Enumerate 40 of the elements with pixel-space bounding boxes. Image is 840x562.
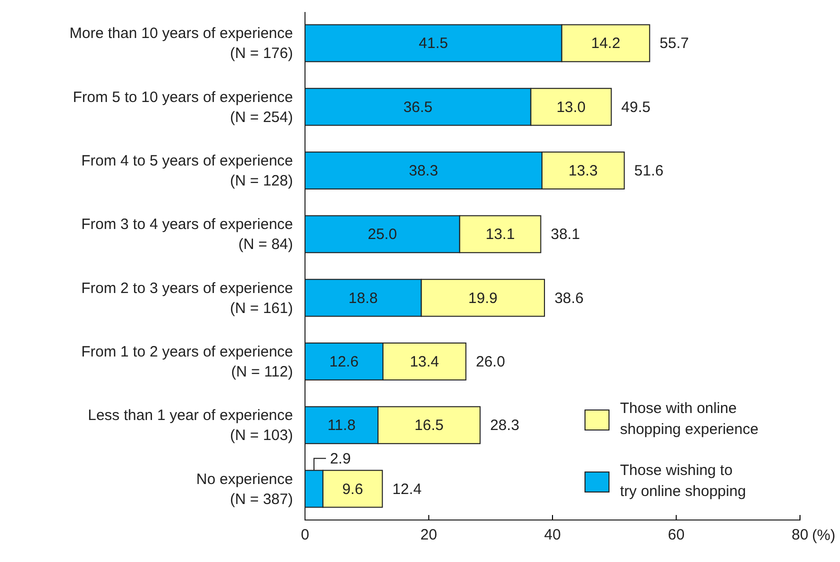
x-axis-title: (%) <box>812 527 836 544</box>
legend-label: Those wishing to try online shopping <box>620 462 746 500</box>
data-label: 36.5 <box>403 98 433 116</box>
data-label: 41.5 <box>418 35 448 52</box>
data-label: 19.9 <box>468 290 498 307</box>
data-label: 38.3 <box>408 162 438 180</box>
y-tick-label: From 5 to 10 years of experience (N = 254) <box>72 88 293 126</box>
data-label: 2.9 <box>330 450 351 468</box>
x-tick-label: 80 <box>792 526 808 544</box>
total-label: 38.6 <box>554 290 584 307</box>
data-label: 13.1 <box>486 226 515 244</box>
data-label: 9.6 <box>342 480 364 498</box>
y-tick-label: From 3 to 4 years of experience (N = 84) <box>81 216 293 254</box>
y-tick-label: From 2 to 3 years of experience (N = 161) <box>81 280 293 317</box>
total-label: 49.5 <box>621 98 650 116</box>
data-label: 25.0 <box>368 226 397 244</box>
data-label: 11.8 <box>327 417 356 434</box>
total-label: 38.1 <box>550 226 580 244</box>
total-label: 28.3 <box>490 417 520 434</box>
x-tick-label: 0 <box>300 526 310 544</box>
y-tick-label: More than 10 years of experience (N = 176) <box>70 25 293 62</box>
y-tick-label: From 4 to 5 years of experience (N = 128) <box>81 152 293 190</box>
total-label: 26.0 <box>476 353 506 370</box>
data-label: 13.4 <box>410 353 440 370</box>
data-label: 12.6 <box>329 353 359 370</box>
total-label: 55.7 <box>660 35 689 52</box>
data-label: 13.3 <box>568 162 598 180</box>
data-label: 14.2 <box>591 35 620 52</box>
data-label: 13.0 <box>556 98 586 116</box>
y-tick-label: From 1 to 2 years of experience (N = 112) <box>81 343 293 380</box>
data-label: 18.8 <box>348 290 378 307</box>
x-tick-label: 60 <box>668 526 685 544</box>
x-tick-label: 40 <box>544 526 561 544</box>
legend-label: Those with online shopping experience <box>620 400 758 438</box>
x-tick-label: 20 <box>420 526 438 544</box>
total-label: 12.4 <box>392 480 422 498</box>
y-tick-label: No experience (N = 387) <box>196 470 293 508</box>
data-label: 16.5 <box>414 417 444 434</box>
y-tick-label: Less than 1 year of experience (N = 103) <box>88 407 293 444</box>
total-label: 51.6 <box>634 162 664 180</box>
